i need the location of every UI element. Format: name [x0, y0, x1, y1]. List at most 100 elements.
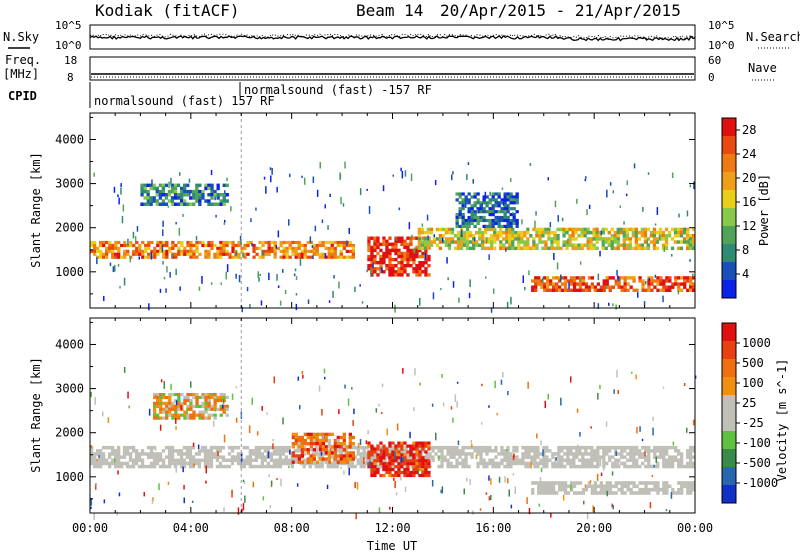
data-cell — [266, 449, 270, 453]
colorbar-segment — [722, 262, 736, 281]
data-cell — [537, 282, 541, 286]
data-cell — [186, 416, 190, 420]
colorbar-segment — [722, 359, 736, 378]
data-cell — [598, 234, 602, 238]
data-cell — [348, 438, 352, 443]
data-cell — [333, 451, 337, 455]
data-cell — [99, 452, 103, 456]
data-cell — [680, 288, 684, 292]
data-cell — [403, 251, 407, 256]
data-cell — [188, 461, 193, 466]
data-cell — [506, 221, 510, 225]
data-cell — [254, 464, 258, 469]
data-cell — [388, 242, 392, 246]
data-cell — [599, 481, 603, 485]
data-cell — [524, 445, 528, 450]
scatter-pixel — [223, 507, 225, 512]
data-cell — [189, 255, 193, 259]
data-cell — [143, 464, 148, 469]
data-cell — [153, 407, 157, 411]
data-cell — [692, 234, 696, 238]
data-cell — [162, 249, 166, 253]
data-cell — [149, 449, 154, 453]
data-cell — [108, 240, 112, 245]
data-cell — [216, 395, 220, 400]
data-cell — [581, 461, 585, 466]
data-cell — [388, 270, 392, 274]
data-cell — [330, 451, 334, 455]
scatter-pixel — [466, 477, 468, 482]
data-cell — [479, 210, 483, 214]
data-cell — [677, 464, 681, 469]
scatter-pixel — [402, 368, 404, 374]
scatter-pixel — [361, 301, 364, 304]
data-cell — [456, 237, 461, 241]
scatter-pixel — [507, 478, 509, 484]
data-cell — [219, 202, 223, 206]
data-cell — [602, 282, 606, 286]
scatter-pixel — [427, 235, 429, 241]
colorbar-tick-label: 28 — [742, 123, 756, 137]
data-cell — [140, 193, 144, 197]
data-cell — [227, 458, 232, 462]
data-cell — [592, 227, 596, 232]
data-cell — [578, 481, 583, 485]
data-cell — [511, 243, 515, 247]
data-cell — [574, 227, 578, 232]
data-cell — [461, 464, 465, 469]
data-cell — [198, 199, 202, 203]
data-cell — [143, 183, 147, 188]
data-cell — [485, 452, 489, 456]
data-cell — [278, 455, 282, 459]
data-cell — [370, 251, 374, 256]
data-cell — [692, 481, 696, 485]
data-cell — [470, 221, 474, 225]
data-cell — [578, 491, 583, 495]
data-cell — [311, 461, 315, 466]
data-cell — [225, 404, 229, 408]
data-cell — [558, 288, 562, 292]
scatter-pixel — [272, 443, 274, 449]
data-cell — [90, 455, 94, 459]
data-cell — [427, 257, 431, 262]
scatter-pixel — [544, 400, 546, 409]
nave-tick-bottom: 0 — [708, 71, 715, 84]
data-cell — [584, 464, 588, 469]
data-cell — [626, 276, 630, 280]
data-cell — [373, 450, 377, 454]
data-cell — [530, 461, 534, 466]
data-cell — [692, 449, 696, 453]
data-cell — [215, 455, 220, 459]
data-cell — [499, 240, 503, 244]
data-cell — [602, 487, 606, 492]
data-cell — [406, 257, 410, 262]
data-cell — [370, 473, 374, 478]
data-cell — [558, 285, 562, 289]
y-tick-label: 3000 — [55, 382, 84, 396]
data-cell — [272, 461, 276, 466]
data-cell — [491, 198, 495, 202]
data-cell — [426, 246, 431, 251]
data-cell — [260, 452, 264, 456]
data-cell — [293, 449, 297, 453]
data-cell — [186, 249, 190, 253]
scatter-pixel — [175, 268, 177, 275]
data-cell — [665, 279, 669, 283]
data-cell — [683, 484, 687, 489]
data-cell — [394, 245, 398, 250]
data-cell — [389, 449, 393, 453]
data-cell — [671, 491, 675, 495]
scatter-pixel — [510, 178, 512, 182]
scatter-pixel — [186, 407, 188, 415]
data-cell — [183, 249, 187, 253]
data-cell — [446, 452, 450, 456]
data-cell — [446, 461, 450, 466]
data-cell — [598, 237, 602, 241]
data-cell — [168, 407, 172, 411]
data-cell — [168, 413, 172, 417]
scatter-pixel — [540, 440, 542, 446]
colorbar-tick-label: 1000 — [742, 336, 771, 350]
data-cell — [215, 458, 220, 462]
data-cell — [534, 279, 538, 283]
scatter-pixel — [272, 438, 274, 442]
